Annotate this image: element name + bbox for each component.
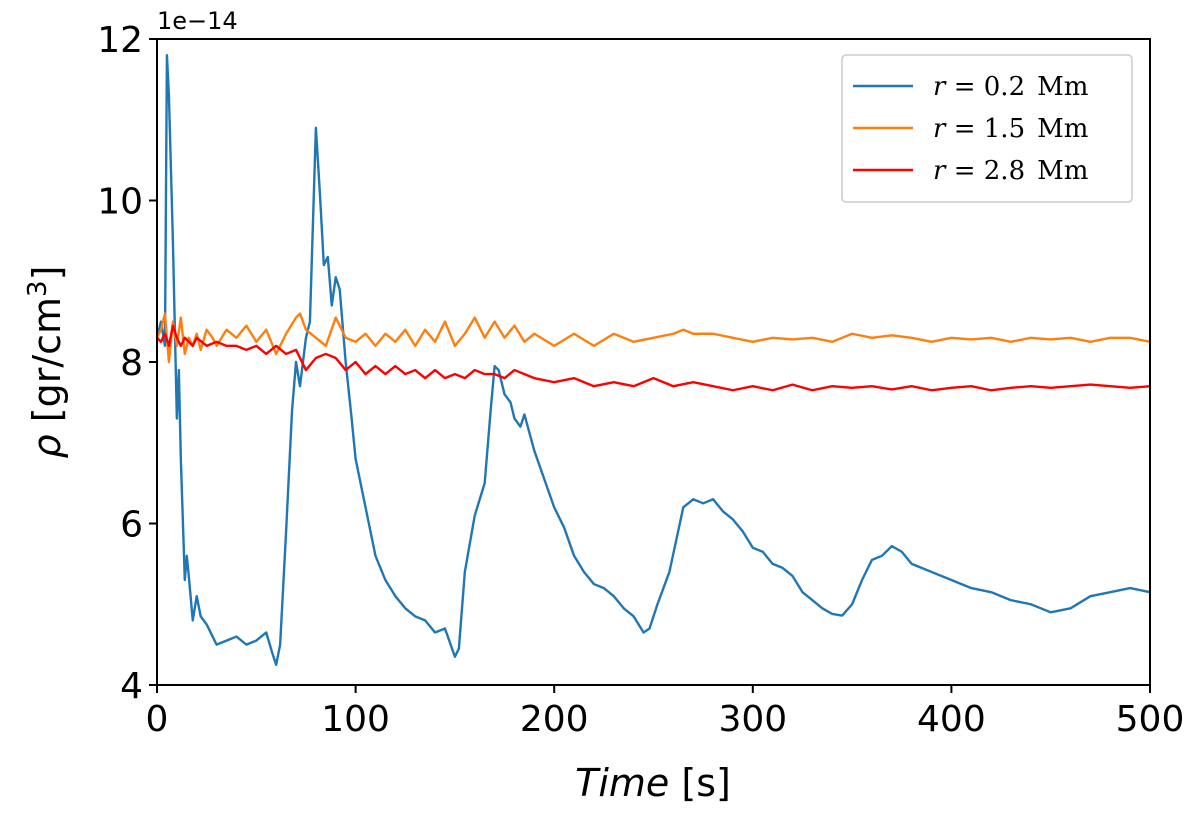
- x-tick-label: 500: [1116, 699, 1185, 740]
- legend-label: r = 1.5 Mm: [933, 114, 1088, 144]
- legend: r = 0.2 Mm r = 1.5 Mm r = 2.8 Mm: [841, 54, 1133, 203]
- y-axis-label: ρ [gr/cm3]: [23, 266, 69, 459]
- series-line-1: [157, 312, 1150, 364]
- legend-label: r = 2.8 Mm: [933, 156, 1088, 186]
- x-tick-label: 400: [917, 699, 986, 740]
- legend-label: r = 0.2 Mm: [933, 72, 1088, 102]
- x-tick-label: 300: [718, 699, 787, 740]
- series-line-0: [157, 53, 1150, 667]
- legend-box: [841, 54, 1133, 203]
- y-tick-label: 10: [97, 182, 143, 223]
- series-group: [157, 53, 1150, 667]
- y-tick-label: 6: [120, 505, 143, 546]
- y-tick-label: 12: [97, 20, 143, 61]
- y-axis-ticks: 4 6 8 10 12: [97, 20, 157, 707]
- y-tick-label: 8: [120, 343, 143, 384]
- series-line-2: [157, 324, 1150, 392]
- y-tick-label: 4: [120, 666, 143, 707]
- y-offset-text: 1e−14: [157, 7, 238, 35]
- x-tick-label: 200: [520, 699, 589, 740]
- x-axis-label: Time [s]: [575, 761, 731, 805]
- x-axis-ticks: 0 100 200 300 400 500: [146, 685, 1185, 740]
- x-tick-label: 100: [321, 699, 390, 740]
- x-tick-label: 0: [146, 699, 169, 740]
